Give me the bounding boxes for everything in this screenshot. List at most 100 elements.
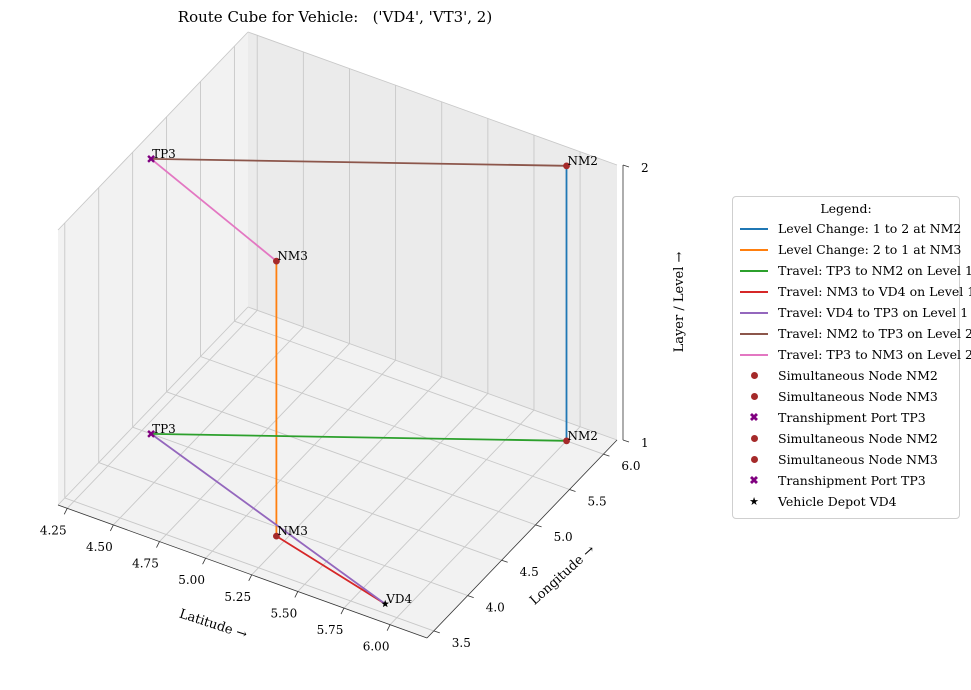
legend-marker-swatch xyxy=(739,369,769,383)
route-segment-line xyxy=(150,158,277,262)
legend-label: Travel: NM2 to TP3 on Level 2 xyxy=(778,326,971,341)
node-label: NM3 xyxy=(277,249,307,263)
x-tick-label: 4.75 xyxy=(132,557,159,571)
x-tick-mark xyxy=(63,508,68,515)
y-tick-mark xyxy=(569,489,576,492)
x-grid-line xyxy=(389,426,581,626)
legend-label: Simultaneous Node NM2 xyxy=(778,431,938,446)
port-marker xyxy=(147,155,155,163)
x-tick-mark xyxy=(248,574,253,582)
port-marker xyxy=(147,430,155,438)
x-axis-line xyxy=(57,504,428,639)
legend-item: Travel: TP3 to NM2 on Level 1 xyxy=(739,260,971,281)
legend-item: Simultaneous Node NM3 xyxy=(739,386,953,407)
x-tick-label: 5.25 xyxy=(224,590,251,604)
legend-marker-swatch: ✖ xyxy=(749,474,759,487)
legend-line-swatch xyxy=(739,348,769,362)
y-tick-label: 4.5 xyxy=(520,565,539,579)
node-marker xyxy=(563,162,570,170)
z-axis-label: Layer / Level → xyxy=(672,251,687,352)
y-grid-line xyxy=(132,426,502,561)
y-tick-mark xyxy=(433,630,440,634)
node-marker xyxy=(273,532,280,540)
node-label: NM3 xyxy=(277,524,307,538)
y-tick-mark xyxy=(467,595,474,598)
legend-item: ✖ Transhipment Port TP3 xyxy=(739,407,953,428)
legend-label: Level Change: 2 to 1 at NM3 xyxy=(778,242,962,257)
y-axis-line xyxy=(426,439,618,639)
x-grid-line xyxy=(66,310,258,509)
x-tick-label: 5.50 xyxy=(270,606,297,620)
node-marker xyxy=(273,257,280,265)
x-tick-label: 4.50 xyxy=(86,540,113,554)
legend-label: Simultaneous Node NM3 xyxy=(778,452,938,467)
node-label: NM2 xyxy=(568,154,598,168)
node-label: NM2 xyxy=(568,429,598,443)
x-grid-line xyxy=(251,376,443,576)
x-tick-label: 4.25 xyxy=(40,523,67,537)
x-grid-line xyxy=(343,409,535,609)
legend-marker-swatch xyxy=(739,390,769,404)
legend-label: Vehicle Depot VD4 xyxy=(778,494,897,509)
legend-label: Transhipment Port TP3 xyxy=(778,410,926,425)
back-pane xyxy=(248,32,617,440)
z-tick-mark xyxy=(622,164,630,168)
y-grid-line xyxy=(166,391,536,526)
legend-label: Travel: VD4 to TP3 on Level 1 xyxy=(778,305,969,320)
y-grid-line xyxy=(234,320,604,455)
chart-legend: Legend: Level Change: 1 to 2 at NM2 Level… xyxy=(732,196,971,519)
y-tick-mark xyxy=(501,559,508,563)
x-tick-mark xyxy=(156,541,160,548)
legend-item: Travel: VD4 to TP3 on Level 1 xyxy=(739,302,968,323)
y-tick-label: 3.5 xyxy=(452,636,471,650)
y-grid-line xyxy=(200,356,570,490)
legend-title: Legend: xyxy=(820,201,872,216)
legend-line-swatch xyxy=(739,306,769,320)
legend-marker-swatch xyxy=(739,432,769,446)
legend-item: Travel: NM2 to TP3 on Level 2 xyxy=(739,323,971,344)
y-tick-mark xyxy=(535,524,542,528)
legend-item: Travel: NM3 to VD4 on Level 1 xyxy=(739,281,971,302)
y-tick-mark xyxy=(603,453,610,457)
legend-label: Travel: NM3 to VD4 on Level 1 xyxy=(778,284,971,299)
legend-item: Simultaneous Node NM2 xyxy=(739,428,953,449)
node-label: TP3 xyxy=(152,147,176,161)
legend-marker-swatch xyxy=(739,453,769,467)
legend-item: Level Change: 1 to 2 at NM2 xyxy=(739,218,961,239)
x-tick-mark xyxy=(386,624,391,631)
legend-item: Simultaneous Node NM2 xyxy=(739,365,953,386)
legend-line-swatch xyxy=(739,285,769,299)
legend-marker-swatch: ★ xyxy=(749,495,759,508)
z-grid-line xyxy=(247,31,618,166)
legend-line-swatch xyxy=(739,243,769,257)
z-grid-line xyxy=(57,306,249,506)
x-axis-label: Latitude → xyxy=(177,607,249,643)
legend-line-swatch xyxy=(739,264,769,278)
z-tick-label: 2 xyxy=(641,161,649,175)
x-grid-line xyxy=(205,359,396,559)
node-label: TP3 xyxy=(152,422,176,436)
legend-item: Level Change: 2 to 1 at NM3 xyxy=(739,239,961,260)
legend-item: Travel: TP3 to NM3 on Level 2 xyxy=(739,344,971,365)
legend-line-swatch xyxy=(739,222,769,236)
legend-label: Travel: TP3 to NM2 on Level 1 xyxy=(778,263,971,278)
y-tick-label: 6.0 xyxy=(621,459,640,473)
y-tick-label: 5.5 xyxy=(588,495,607,509)
x-grid-line xyxy=(113,326,304,526)
z-grid-line xyxy=(247,306,618,441)
x-tick-label: 5.00 xyxy=(178,573,205,587)
route-segment-line xyxy=(151,158,567,167)
legend-label: Simultaneous Node NM2 xyxy=(778,368,938,383)
x-tick-label: 6.00 xyxy=(363,640,390,654)
x-tick-mark xyxy=(109,524,114,532)
x-grid-line xyxy=(297,393,489,592)
y-tick-label: 5.0 xyxy=(554,530,573,544)
legend-item: ✖ Transhipment Port TP3 xyxy=(739,470,953,491)
route-segment-line xyxy=(150,433,386,605)
y-tick-label: 4.0 xyxy=(486,601,505,615)
legend-item: Simultaneous Node NM3 xyxy=(739,449,953,470)
x-tick-mark xyxy=(202,558,206,565)
z-tick-mark xyxy=(622,439,630,443)
chart-title: Route Cube for Vehicle: ('VD4', 'VT3', 2… xyxy=(177,8,493,26)
